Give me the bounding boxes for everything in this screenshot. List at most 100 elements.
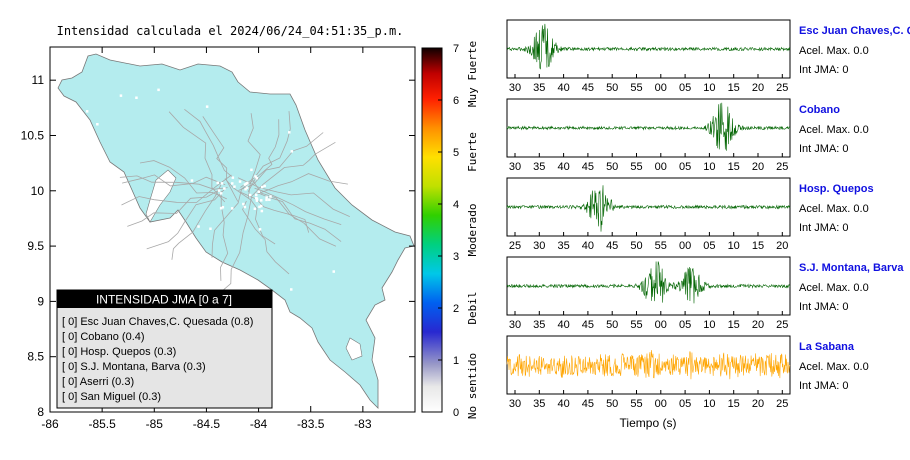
town-marker	[253, 207, 257, 210]
waveform-trace	[506, 185, 791, 232]
town-marker	[93, 175, 96, 179]
waveform-xtick-label: 45	[606, 240, 618, 252]
waveform-xtick-label: 25	[776, 319, 788, 331]
road	[216, 196, 252, 296]
town-marker	[231, 176, 235, 179]
accel-max-label: Acel. Max. 0.0	[799, 361, 869, 373]
waveform-trace	[506, 23, 791, 70]
jma-intensity-label: Int JMA: 0	[799, 143, 849, 155]
colorbar-tick-label: 6	[453, 95, 459, 107]
map-xtick-label: -83.5	[297, 417, 325, 431]
legend-item: [ 0] Hosp. Quepos (0.3)	[62, 346, 176, 358]
waveform-xtick-label: 25	[509, 240, 521, 252]
station-name: S.J. Montana, Barva	[799, 262, 904, 274]
colorbar-label: Moderado	[466, 204, 479, 257]
jma-intensity-label: Int JMA: 0	[799, 380, 849, 392]
colorbar: 0 1 2 3 4 5 6 7 No sentido Debil Moderado Fuerte Mu…	[421, 41, 479, 419]
waveform-xtick-label: 45	[582, 82, 594, 94]
town-marker	[223, 187, 226, 190]
town-marker	[288, 131, 291, 134]
town-marker	[269, 195, 272, 198]
station-name: Esc Juan Chaves,C. Qu	[799, 25, 910, 37]
town-marker	[190, 179, 194, 182]
colorbar-label: Fuerte	[466, 132, 479, 172]
station-name: Hosp. Quepos	[799, 183, 874, 195]
road	[240, 111, 291, 188]
town-marker	[217, 189, 221, 192]
road	[139, 160, 227, 200]
town-marker	[216, 181, 219, 185]
town-marker	[290, 288, 293, 291]
waveform-xtick-label: 20	[752, 82, 764, 94]
colorbar-tick-label: 7	[453, 43, 459, 55]
town-marker	[381, 77, 385, 80]
colorbar-label: Debil	[466, 291, 479, 324]
map-xtick-label: -85	[146, 417, 164, 431]
town-marker	[131, 280, 134, 284]
waveform-xtick-label: 15	[728, 161, 740, 173]
waveform-xtick-label: 40	[557, 398, 569, 410]
waveform-xtick-label: 25	[776, 398, 788, 410]
waveform-xtick-label: 00	[655, 319, 667, 331]
road	[184, 108, 234, 179]
waveform-xtick-label: 20	[752, 161, 764, 173]
waveform-xtick-label: 40	[557, 319, 569, 331]
legend-item: [ 0] Cobano (0.4)	[62, 331, 145, 343]
map-axes: -86 -85.5 -85 -84.5 -84 -83.5 -83 11 10.5 10 9.5 9 8…	[21, 47, 415, 431]
waveform-trace	[506, 102, 791, 151]
colorbar-label: No sentido	[466, 353, 479, 419]
map-ytick-label: 9.5	[27, 239, 44, 253]
town-marker	[254, 196, 258, 200]
waveform-xtick-label: 35	[533, 319, 545, 331]
town-marker	[258, 228, 262, 231]
waveform-xtick-label: 50	[630, 240, 642, 252]
road	[127, 189, 221, 227]
waveform-panel: 30 35 40 45 50 55 00 05 10 15 20 25 Cobano Acel. Max.…	[506, 98, 869, 173]
town-marker	[242, 202, 245, 206]
legend-item: [ 0] San Miguel (0.3)	[62, 391, 161, 403]
waveform-xtick-label: 30	[509, 319, 521, 331]
map-xtick-label: -83	[354, 417, 372, 431]
map-ytick-label: 8.5	[27, 350, 44, 364]
waveform-xtick-label: 35	[557, 240, 569, 252]
waveform-xtick-label: 05	[703, 240, 715, 252]
legend-title: INTENSIDAD JMA [0 a 7]	[96, 293, 232, 307]
time-axis-label: Tiempo (s)	[620, 416, 677, 430]
waveform-xtick-label: 15	[728, 82, 740, 94]
waveform-xtick-label: 35	[533, 398, 545, 410]
waveform-xtick-label: 55	[655, 240, 667, 252]
legend-header	[57, 290, 272, 308]
waveform-xtick-label: 15	[728, 319, 740, 331]
colorbar-tick-label: 1	[453, 355, 459, 367]
map-xtick-label: -85.5	[88, 417, 116, 431]
legend-item: [ 0] Aserri (0.3)	[62, 376, 134, 388]
waveform-xtick-label: 05	[679, 161, 691, 173]
town-marker	[257, 190, 261, 193]
accel-max-label: Acel. Max. 0.0	[799, 45, 869, 57]
colorbar-tick-label: 2	[453, 303, 459, 315]
town-marker	[238, 180, 242, 183]
town-marker	[85, 110, 89, 113]
waveform-xtick-label: 05	[679, 82, 691, 94]
town-marker	[243, 205, 247, 209]
dulce-gulf	[345, 337, 363, 361]
town-marker	[265, 198, 268, 202]
waveform-frame	[506, 335, 791, 395]
legend-item: [ 0] Esc Juan Chaves,C. Quesada (0.8)	[62, 316, 253, 328]
map-ytick-label: 10	[31, 184, 45, 198]
town-markers	[83, 77, 385, 365]
intensity-legend: INTENSIDAD JMA [0 a 7] [ 0] Esc Juan Cha…	[56, 289, 273, 409]
town-marker	[260, 209, 264, 213]
waveform-xtick-label: 20	[752, 319, 764, 331]
town-marker	[135, 96, 138, 99]
legend-box	[56, 289, 273, 409]
waveform-xtick-label: 10	[703, 398, 715, 410]
town-marker	[96, 123, 99, 126]
map-xtick-label: -86	[41, 417, 59, 431]
waveform-xtick-label: 00	[679, 240, 691, 252]
town-marker	[302, 325, 306, 329]
waveform-xtick-label: 30	[509, 161, 521, 173]
town-marker	[254, 175, 257, 178]
town-marker	[250, 168, 253, 172]
road	[254, 173, 348, 195]
